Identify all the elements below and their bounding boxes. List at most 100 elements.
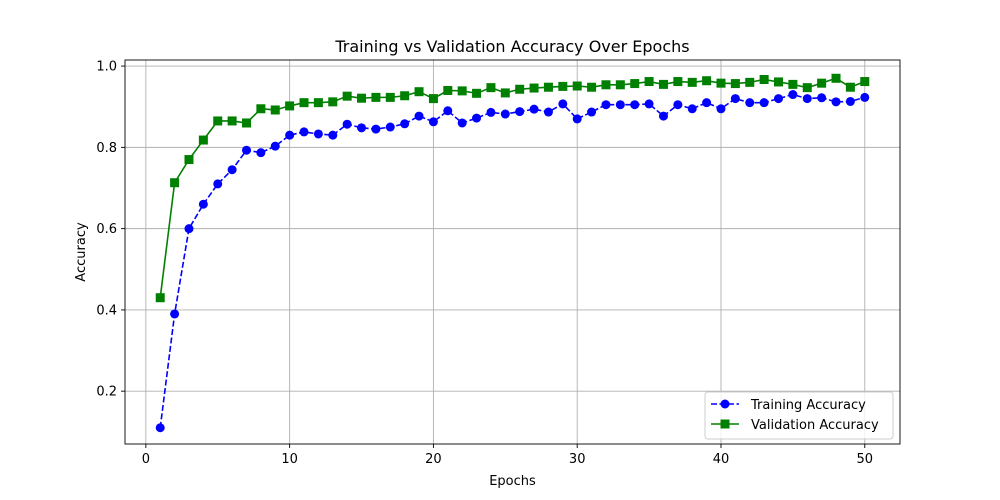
y-axis-ticks: 0.2 0.4 0.6 0.8 1.0 — [96, 60, 125, 400]
training-point — [572, 114, 582, 124]
training-point — [285, 130, 295, 140]
plot-frame — [124, 59, 901, 445]
validation-point — [299, 98, 309, 108]
validation-point — [342, 91, 352, 101]
validation-point — [673, 77, 683, 87]
validation-point — [759, 75, 769, 85]
training-point — [673, 100, 683, 110]
validation-point — [745, 77, 755, 87]
y-tick-label: 0.2 — [96, 385, 117, 400]
validation-point — [385, 92, 395, 102]
validation-point — [702, 76, 712, 86]
training-point — [687, 104, 697, 114]
validation-point — [572, 81, 582, 91]
validation-point — [558, 81, 568, 91]
training-point — [385, 122, 395, 132]
y-tick-label: 0.8 — [96, 141, 117, 156]
training-point — [313, 129, 323, 139]
validation-point — [357, 93, 367, 103]
training-point — [515, 107, 525, 117]
x-tick-label: 50 — [856, 452, 873, 467]
validation-point — [170, 178, 180, 188]
y-axis-label: Accuracy — [74, 222, 89, 282]
training-point — [342, 119, 352, 129]
x-axis-label: Epochs — [489, 474, 536, 489]
training-point — [558, 99, 568, 109]
training-point — [702, 98, 712, 108]
validation-point — [414, 87, 424, 97]
training-point — [615, 100, 625, 110]
validation-point — [587, 82, 597, 92]
x-tick-label: 20 — [425, 452, 442, 467]
training-point — [500, 109, 510, 119]
validation-point — [644, 77, 654, 87]
legend-box — [704, 391, 894, 440]
training-point — [630, 100, 640, 110]
training-point — [587, 107, 597, 117]
validation-point — [227, 116, 237, 126]
training-point — [170, 309, 180, 319]
training-point — [256, 148, 266, 158]
training-point — [414, 111, 424, 121]
validation-point — [457, 86, 467, 96]
y-tick-label: 0.4 — [96, 303, 117, 318]
training-point — [601, 100, 611, 110]
training-point — [529, 104, 539, 114]
training-point — [299, 127, 309, 137]
validation-point — [371, 92, 381, 102]
validation-point — [802, 83, 812, 93]
training-point — [270, 141, 280, 151]
training-point — [644, 99, 654, 109]
training-point — [716, 104, 726, 114]
validation-point — [241, 118, 251, 128]
validation-point — [730, 79, 740, 89]
training-point — [213, 179, 223, 189]
training-point — [227, 165, 237, 175]
series-layer — [155, 73, 870, 433]
training-point — [745, 98, 755, 108]
training-point — [774, 94, 784, 104]
training-point — [831, 97, 841, 107]
validation-point — [687, 77, 697, 87]
validation-point — [313, 98, 323, 108]
training-point — [155, 423, 165, 433]
training-point — [543, 107, 553, 117]
validation-point — [529, 83, 539, 93]
validation-point — [285, 101, 295, 111]
validation-point — [845, 82, 855, 92]
validation-point — [400, 91, 410, 101]
training-point — [472, 113, 482, 123]
validation-point — [817, 78, 827, 88]
training-point — [241, 145, 251, 155]
x-tick-label: 10 — [281, 452, 298, 467]
training-point — [443, 106, 453, 116]
x-axis-ticks: 0 10 20 30 40 50 — [142, 444, 873, 467]
y-tick-label: 1.0 — [96, 60, 117, 75]
validation-point — [860, 77, 870, 87]
validation-point — [428, 94, 438, 104]
validation-point — [601, 80, 611, 90]
validation-point — [716, 78, 726, 88]
training-point — [817, 93, 827, 103]
training-point — [198, 199, 208, 209]
training-point — [328, 130, 338, 140]
validation-point — [213, 116, 223, 126]
legend: Training Accuracy Validation Accuracy — [704, 391, 894, 440]
validation-point — [831, 73, 841, 83]
validation-point — [472, 88, 482, 98]
legend-marker-training — [720, 399, 730, 409]
validation-point — [256, 104, 266, 114]
validation-point — [328, 97, 338, 107]
validation-point — [658, 79, 668, 89]
training-point — [759, 98, 769, 108]
x-tick-label: 30 — [569, 452, 586, 467]
validation-point — [486, 83, 496, 93]
training-point — [730, 94, 740, 104]
training-point — [802, 94, 812, 104]
training-point — [428, 117, 438, 127]
validation-point — [184, 155, 194, 165]
validation-point — [198, 135, 208, 145]
validation-point — [615, 80, 625, 90]
validation-point — [515, 84, 525, 94]
